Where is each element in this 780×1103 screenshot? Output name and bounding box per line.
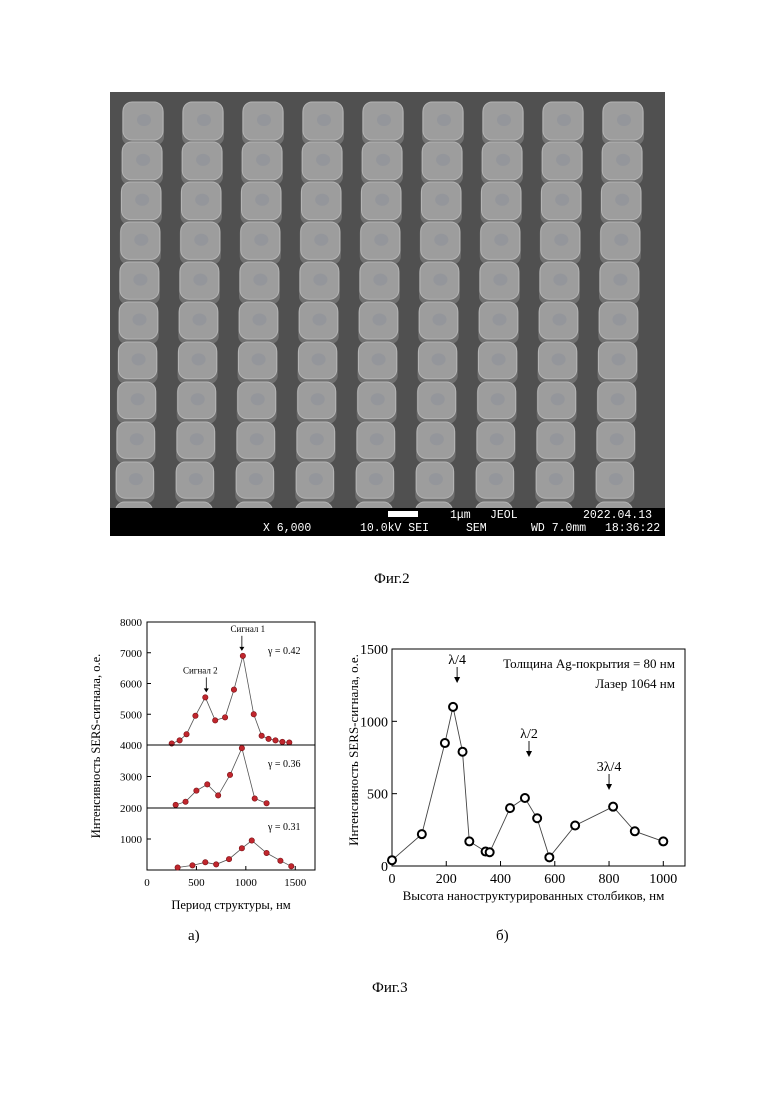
chart-b-ytick-label: 1000 — [360, 715, 388, 730]
chart-b-legend-line: Толщина Ag-покрытия = 80 нм — [503, 656, 675, 671]
chart-b-xtick-label: 800 — [599, 872, 620, 887]
chart-b-point — [571, 821, 579, 829]
chart-b-annotation: λ/4 — [448, 653, 466, 668]
chart-b-ytick-label: 500 — [367, 788, 388, 803]
chart-b-ytick-label: 0 — [381, 860, 388, 875]
chart-b-point — [533, 814, 541, 822]
chart-b-annotation: 3λ/4 — [597, 760, 622, 775]
chart-b-caption: б) — [496, 928, 509, 945]
chart-b-xtick-label: 0 — [389, 872, 396, 887]
chart-b-point — [441, 739, 449, 747]
chart-b-annotation-arrowhead — [606, 784, 612, 790]
chart-b-annotation-arrowhead — [454, 677, 460, 683]
chart-b-point — [388, 856, 396, 864]
figure-3-caption: Фиг.3 — [372, 980, 408, 997]
chart-b-point — [545, 853, 553, 861]
chart-b-xlabel: Высота наноструктурированных столбиков, … — [403, 888, 665, 903]
chart-b-ylabel: Интенсивность SERS-сигнала, о.е. — [346, 654, 361, 846]
chart-b: 0 500 1000 1500 0 200 400 600 800 1000 Толщина Ag-… — [0, 0, 780, 1103]
chart-b-xtick-label: 400 — [490, 872, 511, 887]
chart-b-legend-line: Лазер 1064 нм — [595, 676, 675, 691]
chart-b-point — [486, 848, 494, 856]
chart-b-point — [521, 794, 529, 802]
chart-b-point — [449, 703, 457, 711]
chart-b-point — [659, 837, 667, 845]
chart-b-xtick-label: 200 — [436, 872, 457, 887]
chart-b-point — [506, 804, 514, 812]
chart-b-ytick-label: 1500 — [360, 643, 388, 658]
chart-b-point — [465, 837, 473, 845]
chart-b-point — [631, 827, 639, 835]
chart-b-xtick-label: 600 — [544, 872, 565, 887]
chart-b-xtick-label: 1000 — [649, 872, 677, 887]
chart-b-point — [609, 803, 617, 811]
chart-b-annotation: λ/2 — [520, 727, 538, 742]
chart-a-caption: а) — [188, 928, 200, 945]
chart-b-annotation-arrowhead — [526, 751, 532, 757]
chart-b-point — [459, 748, 467, 756]
chart-b-point — [418, 830, 426, 838]
